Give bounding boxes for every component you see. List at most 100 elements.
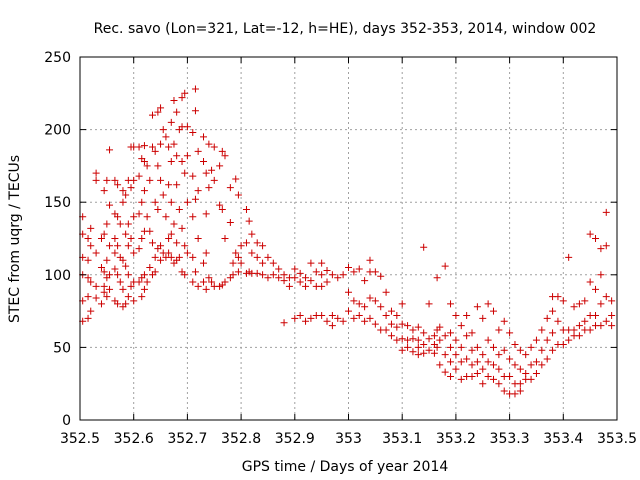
data-point xyxy=(516,387,524,395)
data-point xyxy=(350,314,358,322)
data-point xyxy=(84,314,92,322)
data-point xyxy=(527,361,535,369)
data-point xyxy=(218,147,226,155)
data-point xyxy=(135,143,143,151)
data-point xyxy=(479,365,487,373)
data-point xyxy=(345,307,352,315)
data-point xyxy=(575,332,583,340)
data-point xyxy=(148,111,156,119)
data-point xyxy=(234,191,242,199)
data-point xyxy=(575,300,583,308)
data-point xyxy=(592,311,600,319)
x-tick-label: 353.5 xyxy=(597,431,637,447)
data-point xyxy=(500,387,508,395)
data-point xyxy=(414,323,422,331)
data-point xyxy=(100,187,108,195)
data-point xyxy=(183,123,191,131)
data-point xyxy=(393,311,401,319)
data-point xyxy=(175,253,183,261)
data-point xyxy=(181,89,189,97)
x-tick-label: 352.8 xyxy=(221,431,261,447)
data-point xyxy=(100,268,108,276)
data-point xyxy=(226,219,234,227)
data-point xyxy=(291,274,299,282)
data-point xyxy=(302,274,310,282)
data-point xyxy=(345,264,352,272)
data-point xyxy=(468,346,476,354)
data-point xyxy=(127,184,135,192)
data-point xyxy=(592,285,600,293)
data-point xyxy=(194,235,202,242)
data-point xyxy=(159,191,167,199)
data-point xyxy=(361,303,369,311)
data-point xyxy=(296,269,304,277)
data-point xyxy=(441,368,449,376)
data-point xyxy=(170,140,178,148)
data-point xyxy=(242,239,250,247)
data-point xyxy=(506,372,514,380)
data-point xyxy=(84,235,92,242)
data-point xyxy=(130,176,138,184)
data-point xyxy=(92,282,100,290)
data-point xyxy=(447,329,455,337)
data-point xyxy=(157,176,165,184)
data-point xyxy=(366,314,374,322)
x-tick-label: 352.7 xyxy=(167,431,207,447)
data-point xyxy=(154,205,162,213)
data-point xyxy=(291,314,299,322)
data-point xyxy=(452,311,460,319)
data-point xyxy=(506,355,514,363)
data-point xyxy=(538,346,546,354)
data-point xyxy=(495,351,503,359)
data-point xyxy=(159,126,167,134)
data-point xyxy=(170,220,178,228)
data-point xyxy=(468,361,476,369)
data-point xyxy=(173,108,181,116)
data-point xyxy=(318,311,326,319)
data-point xyxy=(328,311,336,319)
data-point xyxy=(565,336,573,344)
data-point xyxy=(119,256,127,264)
data-point xyxy=(479,351,487,359)
data-point xyxy=(543,336,551,344)
data-point xyxy=(157,242,165,250)
data-point xyxy=(234,253,242,261)
x-tick-label: 353.3 xyxy=(490,431,530,447)
data-point xyxy=(511,361,519,369)
data-point xyxy=(200,158,208,166)
data-points xyxy=(79,85,616,398)
data-point xyxy=(103,220,111,228)
data-point xyxy=(495,365,503,373)
data-point xyxy=(355,311,363,319)
data-point xyxy=(602,208,610,216)
data-point xyxy=(191,268,199,276)
data-point xyxy=(189,172,197,180)
data-point xyxy=(237,242,245,250)
data-point xyxy=(92,294,100,302)
data-point xyxy=(114,181,122,189)
data-point xyxy=(484,300,492,308)
data-point xyxy=(191,107,199,115)
data-point xyxy=(106,271,114,279)
data-point xyxy=(232,249,240,257)
data-point xyxy=(122,300,130,308)
data-point xyxy=(162,213,170,221)
data-point xyxy=(100,230,108,238)
data-point xyxy=(92,176,100,184)
x-tick-label: 353.2 xyxy=(436,431,476,447)
data-point xyxy=(135,210,143,218)
data-point xyxy=(334,274,342,282)
data-point xyxy=(127,282,135,290)
data-point xyxy=(114,242,122,250)
data-point xyxy=(127,235,135,242)
data-point xyxy=(280,319,288,327)
data-point xyxy=(473,303,481,311)
data-point xyxy=(189,253,197,261)
data-point xyxy=(543,355,551,363)
data-point xyxy=(84,274,92,282)
data-point xyxy=(457,358,465,366)
data-point xyxy=(361,277,369,285)
data-point xyxy=(140,142,148,150)
data-point xyxy=(154,108,162,116)
